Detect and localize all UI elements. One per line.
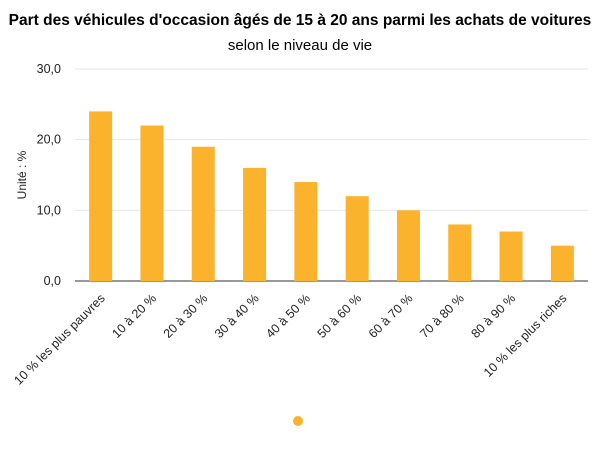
bar <box>396 210 420 281</box>
x-tick-label: 30 à 40 % <box>212 291 262 341</box>
x-tick-label: 10 % les plus pauvres <box>11 291 107 387</box>
x-tick-label: 50 à 60 % <box>315 291 365 341</box>
bar <box>243 167 267 281</box>
y-tick-label: 0,0 <box>44 274 61 288</box>
x-tick-label: 10 à 20 % <box>109 291 159 341</box>
bar <box>550 245 574 281</box>
bar <box>448 224 472 281</box>
y-tick-label: 10,0 <box>37 203 61 217</box>
x-tick-label: 70 à 80 % <box>417 291 467 341</box>
bars <box>89 111 574 282</box>
bar <box>140 125 164 282</box>
y-tick-label: 30,0 <box>37 62 61 76</box>
x-tick-label: 80 à 90 % <box>468 291 518 341</box>
x-tick-label: 40 à 50 % <box>263 291 313 341</box>
bar <box>294 182 318 281</box>
chart-title: Part des véhicules d'occasion âgés de 15… <box>8 12 592 29</box>
y-axis-label: Unité : % <box>15 150 29 199</box>
legend-marker <box>293 416 303 426</box>
bar <box>345 196 369 281</box>
y-axis-ticks: 0,0 10,0 20,0 30,0 <box>37 62 61 288</box>
bar <box>191 146 215 281</box>
bar <box>499 231 523 281</box>
x-tick-label: 20 à 30 % <box>161 291 211 341</box>
bar <box>89 111 113 282</box>
x-axis-labels: 10 % les plus pauvres 10 à 20 % 20 à 30 % 3… <box>11 291 569 387</box>
x-tick-label: 60 à 70 % <box>366 291 416 341</box>
y-tick-label: 20,0 <box>37 133 61 147</box>
chart-subtitle: selon le niveau de vie <box>227 37 373 54</box>
